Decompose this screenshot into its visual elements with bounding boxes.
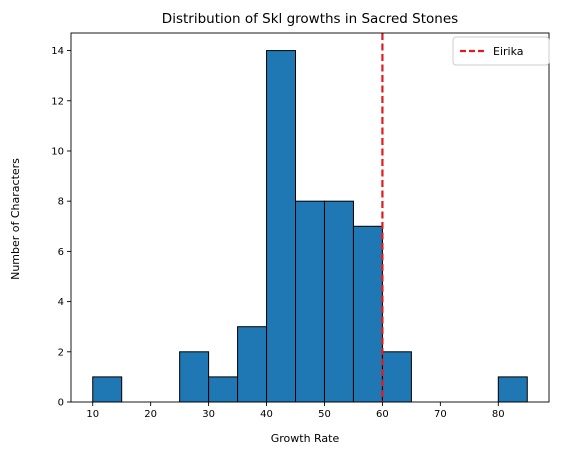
- x-axis-label: Growth Rate: [271, 432, 340, 445]
- x-tick-label: 20: [144, 409, 157, 420]
- histogram-bar: [352, 225, 383, 403]
- x-tick-label: 30: [202, 409, 215, 420]
- y-axis-label: Number of Characters: [9, 158, 22, 280]
- histogram-bar: [92, 376, 123, 403]
- x-tick-label: 70: [434, 409, 447, 420]
- x-tick-label: 50: [318, 409, 331, 420]
- chart-title: Distribution of Skl growths in Sacred St…: [162, 11, 458, 27]
- y-tick-label: 2: [58, 347, 64, 358]
- legend-box: [452, 36, 550, 66]
- x-tick-label: 10: [86, 409, 99, 420]
- histogram-bar: [323, 200, 354, 403]
- bars-group: [92, 50, 528, 403]
- y-tick-label: 8: [58, 197, 64, 208]
- legend: Eirika: [452, 36, 550, 66]
- x-tick-label: 60: [376, 409, 389, 420]
- legend-label-eirika: Eirika: [493, 45, 524, 58]
- y-tick-label: 4: [58, 297, 64, 308]
- y-tick-label: 10: [51, 146, 64, 157]
- histogram-bar: [381, 351, 412, 403]
- y-tick-label: 0: [58, 398, 64, 409]
- histogram-bar: [179, 351, 210, 403]
- histogram-bar: [497, 376, 528, 403]
- x-tick-label: 40: [260, 409, 273, 420]
- histogram-bar: [295, 200, 325, 403]
- y-tick-label: 12: [51, 96, 64, 107]
- y-axis-ticks: 0 2 4 6 8 10 12 14: [51, 46, 71, 409]
- histogram-bar: [237, 326, 268, 403]
- y-tick-label: 6: [58, 247, 64, 258]
- histogram-bar: [266, 50, 297, 403]
- y-tick-label: 14: [51, 46, 64, 57]
- histogram-bar: [208, 376, 239, 403]
- x-axis-ticks: 10 20 30 40 50 60 70 80: [86, 402, 505, 420]
- x-tick-label: 80: [492, 409, 505, 420]
- plot-frame: [70, 32, 550, 403]
